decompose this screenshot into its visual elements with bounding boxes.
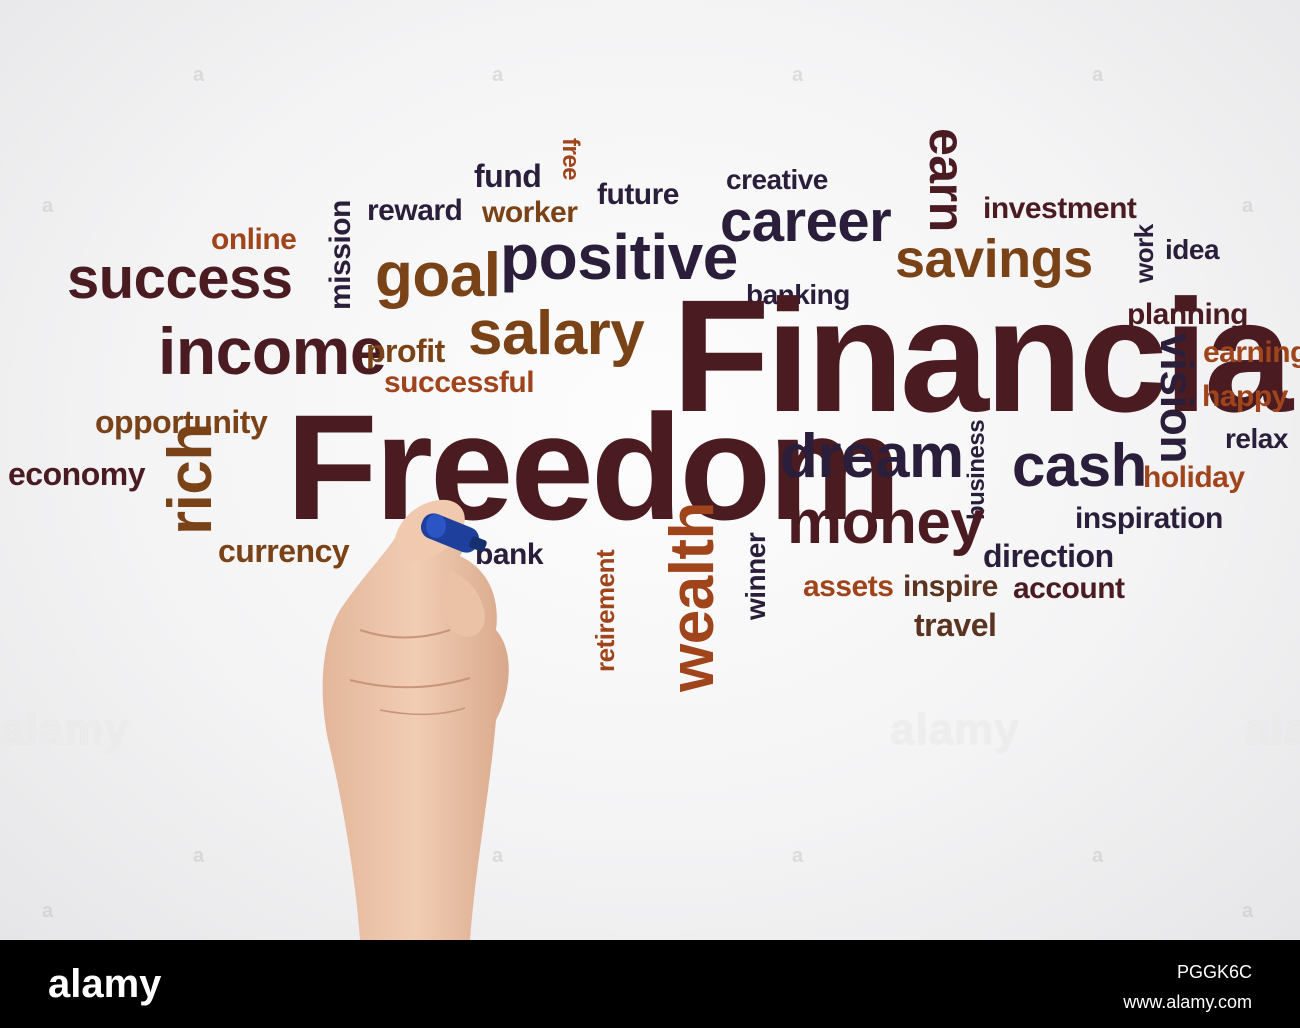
word-account: account xyxy=(1013,572,1125,605)
word-assets: assets xyxy=(803,570,894,603)
watermark-mark: a xyxy=(42,900,54,922)
word-salary: salary xyxy=(468,299,645,368)
watermark-mark: a xyxy=(42,195,54,217)
word-freedom: Freedom xyxy=(286,383,901,551)
word-success: success xyxy=(67,246,293,311)
watermark-mark: a xyxy=(1092,64,1104,86)
word-future: future xyxy=(597,178,680,211)
word-happy: happy xyxy=(1202,380,1288,413)
marker-icon xyxy=(420,513,487,553)
watermark-mark: a xyxy=(792,64,804,86)
watermark-mark: a xyxy=(1242,900,1254,922)
footer-logo: alamy xyxy=(48,962,162,1006)
word-wealth: wealth xyxy=(658,502,727,692)
watermark-center: alamy xyxy=(890,705,1020,754)
footer-bar: alamy PGGK6C www.alamy.com xyxy=(0,940,1300,1028)
word-planning: planning xyxy=(1127,298,1248,331)
word-retirement: retirement xyxy=(590,549,620,672)
word-travel: travel xyxy=(914,607,997,643)
watermark-mark: a xyxy=(492,845,504,867)
word-direction: direction xyxy=(983,538,1114,574)
watermark-mark: a xyxy=(492,64,504,86)
word-rich: rich xyxy=(156,423,225,535)
word-free: free xyxy=(557,138,584,181)
watermark-right: alamy xyxy=(1245,705,1300,754)
hand-holding-marker xyxy=(322,499,509,940)
footer-url: www.alamy.com xyxy=(1123,992,1252,1012)
word-currency: currency xyxy=(218,533,350,569)
word-idea: idea xyxy=(1165,234,1220,265)
word-banking: banking xyxy=(746,279,850,310)
watermark-mark: a xyxy=(1092,845,1104,867)
word-worker: worker xyxy=(482,196,578,229)
word-winner: winner xyxy=(740,532,771,620)
word-money: money xyxy=(787,488,985,557)
watermark-mark: a xyxy=(193,845,205,867)
word-creative: creative xyxy=(726,164,828,195)
word-fund: fund xyxy=(474,158,542,194)
word-income: income xyxy=(158,314,387,388)
word-holiday: holiday xyxy=(1143,461,1245,494)
word-earn: earn xyxy=(919,128,975,232)
word-profit: profit xyxy=(366,333,445,369)
word-cash: cash xyxy=(1012,432,1147,499)
word-inspire: inspire xyxy=(903,570,998,603)
watermark-mark: a xyxy=(792,845,804,867)
word-inspiration: inspiration xyxy=(1075,502,1223,535)
word-relax: relax xyxy=(1225,423,1288,454)
word-positive: positive xyxy=(500,221,738,293)
word-reward: reward xyxy=(367,194,463,227)
watermark-mark: a xyxy=(193,64,205,86)
word-earning: earning xyxy=(1203,336,1300,369)
word-mission: mission xyxy=(324,200,357,310)
word-savings: savings xyxy=(895,229,1093,289)
word-online: online xyxy=(211,223,297,256)
word-economy: economy xyxy=(8,456,145,492)
word-career: career xyxy=(720,189,892,254)
footer-image-id: PGGK6C xyxy=(1176,962,1252,982)
word-investment: investment xyxy=(983,192,1137,225)
photo: a a a a a a a a a a a a alamy alamy alam… xyxy=(0,0,1300,940)
word-goal: goal xyxy=(375,241,501,310)
watermark-mark: a xyxy=(1242,195,1254,217)
word-vision: vision xyxy=(1151,333,1203,463)
word-dream: dream xyxy=(780,422,964,491)
word-opportunity: opportunity xyxy=(95,404,268,440)
watermark-left: alamy xyxy=(0,705,130,754)
word-successful: successful xyxy=(384,366,535,399)
word-financial: Financial xyxy=(672,266,1300,445)
